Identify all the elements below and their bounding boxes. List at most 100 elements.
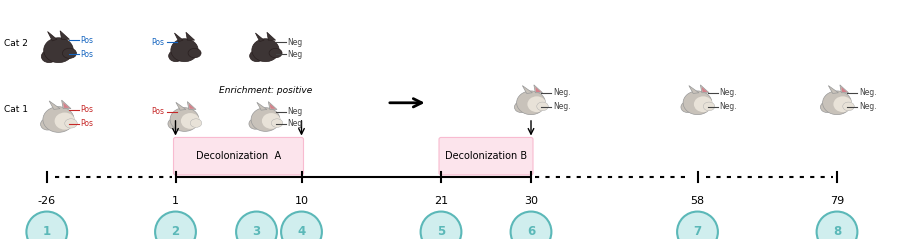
Text: 6: 6 bbox=[526, 225, 536, 238]
Polygon shape bbox=[700, 85, 709, 93]
Ellipse shape bbox=[683, 91, 712, 115]
Ellipse shape bbox=[43, 107, 74, 132]
Ellipse shape bbox=[527, 96, 546, 112]
FancyBboxPatch shape bbox=[174, 138, 303, 175]
Polygon shape bbox=[536, 87, 541, 92]
Ellipse shape bbox=[269, 48, 282, 58]
Text: Pos: Pos bbox=[80, 50, 94, 59]
Text: Neg.: Neg. bbox=[553, 102, 571, 111]
Ellipse shape bbox=[249, 119, 262, 129]
Polygon shape bbox=[256, 33, 264, 42]
Ellipse shape bbox=[170, 108, 199, 131]
Polygon shape bbox=[270, 104, 275, 109]
Ellipse shape bbox=[41, 50, 57, 63]
Polygon shape bbox=[176, 102, 186, 110]
Ellipse shape bbox=[681, 102, 694, 113]
Polygon shape bbox=[267, 32, 275, 40]
Text: Neg.: Neg. bbox=[719, 88, 737, 97]
Ellipse shape bbox=[842, 102, 854, 111]
Ellipse shape bbox=[62, 48, 77, 58]
Ellipse shape bbox=[515, 102, 527, 113]
Text: Pos: Pos bbox=[151, 107, 165, 116]
Polygon shape bbox=[828, 86, 839, 93]
Polygon shape bbox=[189, 104, 194, 109]
Text: 1: 1 bbox=[42, 225, 51, 238]
FancyBboxPatch shape bbox=[439, 138, 533, 175]
Ellipse shape bbox=[251, 108, 280, 131]
Polygon shape bbox=[702, 87, 707, 92]
Ellipse shape bbox=[281, 211, 322, 240]
Ellipse shape bbox=[65, 119, 77, 128]
Text: Neg.: Neg. bbox=[553, 88, 571, 97]
Text: Neg.: Neg. bbox=[719, 102, 737, 111]
Ellipse shape bbox=[420, 211, 462, 240]
Polygon shape bbox=[48, 31, 57, 41]
Ellipse shape bbox=[262, 113, 281, 129]
Ellipse shape bbox=[168, 50, 183, 62]
Ellipse shape bbox=[703, 102, 715, 111]
Text: Neg: Neg bbox=[287, 119, 302, 128]
Text: 10: 10 bbox=[294, 196, 309, 206]
Polygon shape bbox=[256, 102, 267, 110]
Text: Neg: Neg bbox=[287, 107, 302, 116]
Ellipse shape bbox=[171, 39, 198, 62]
Polygon shape bbox=[534, 85, 543, 93]
Text: 21: 21 bbox=[434, 196, 448, 206]
Text: Decolonization  A: Decolonization A bbox=[196, 151, 281, 161]
Ellipse shape bbox=[252, 39, 279, 62]
Text: 8: 8 bbox=[832, 225, 842, 238]
Text: Neg.: Neg. bbox=[859, 102, 877, 111]
Text: Decolonization B: Decolonization B bbox=[445, 151, 527, 161]
Text: 30: 30 bbox=[524, 196, 538, 206]
Ellipse shape bbox=[236, 211, 277, 240]
Text: Neg.: Neg. bbox=[859, 88, 877, 97]
Ellipse shape bbox=[155, 211, 196, 240]
Text: 1: 1 bbox=[172, 196, 179, 206]
Ellipse shape bbox=[44, 38, 73, 63]
Ellipse shape bbox=[821, 102, 833, 113]
Text: 58: 58 bbox=[690, 196, 705, 206]
Ellipse shape bbox=[677, 211, 718, 240]
Ellipse shape bbox=[536, 102, 548, 111]
Ellipse shape bbox=[271, 119, 283, 127]
Text: Neg: Neg bbox=[287, 50, 302, 59]
Text: Enrichment: positive: Enrichment: positive bbox=[219, 86, 312, 95]
Ellipse shape bbox=[694, 96, 713, 112]
Text: 5: 5 bbox=[436, 225, 446, 238]
Text: 2: 2 bbox=[171, 225, 180, 238]
Polygon shape bbox=[50, 101, 60, 109]
Ellipse shape bbox=[833, 96, 852, 112]
Ellipse shape bbox=[510, 211, 552, 240]
Ellipse shape bbox=[249, 50, 264, 62]
Ellipse shape bbox=[55, 113, 75, 130]
Polygon shape bbox=[60, 31, 69, 39]
Text: Cat 1: Cat 1 bbox=[4, 105, 29, 114]
Ellipse shape bbox=[188, 48, 201, 58]
Polygon shape bbox=[175, 33, 183, 42]
Polygon shape bbox=[522, 86, 533, 93]
Ellipse shape bbox=[517, 91, 545, 115]
Text: 79: 79 bbox=[830, 196, 844, 206]
Text: Cat 2: Cat 2 bbox=[4, 39, 29, 48]
Polygon shape bbox=[186, 32, 194, 40]
Ellipse shape bbox=[181, 113, 200, 129]
Polygon shape bbox=[268, 102, 277, 109]
Text: Pos: Pos bbox=[80, 119, 94, 128]
Polygon shape bbox=[63, 102, 69, 108]
Polygon shape bbox=[840, 85, 849, 93]
Text: 7: 7 bbox=[693, 225, 702, 238]
Text: Pos: Pos bbox=[80, 36, 94, 45]
Text: 4: 4 bbox=[297, 225, 306, 238]
Text: Neg: Neg bbox=[287, 38, 302, 47]
Ellipse shape bbox=[816, 211, 858, 240]
Ellipse shape bbox=[190, 119, 202, 127]
Text: -26: -26 bbox=[38, 196, 56, 206]
Polygon shape bbox=[61, 100, 71, 109]
Polygon shape bbox=[842, 87, 847, 92]
Ellipse shape bbox=[26, 211, 68, 240]
Text: Pos: Pos bbox=[80, 105, 94, 114]
Ellipse shape bbox=[823, 91, 851, 115]
Ellipse shape bbox=[168, 119, 181, 129]
Ellipse shape bbox=[40, 118, 55, 130]
Polygon shape bbox=[688, 86, 699, 93]
